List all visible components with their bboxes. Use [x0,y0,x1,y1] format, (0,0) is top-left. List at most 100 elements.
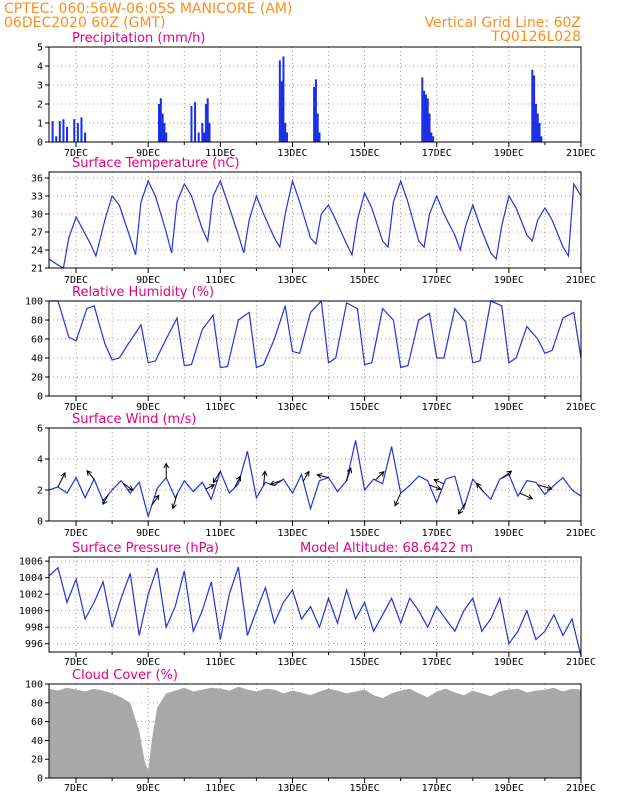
wind-arrow [501,470,512,479]
precip-bar [423,90,426,142]
x-tick-label: 13DEC [277,528,307,539]
precip-bar [280,81,283,142]
rh-series-line [49,299,582,369]
x-tick-label: 13DEC [277,657,307,668]
precip-bar [313,86,316,142]
wind-arrow [151,495,160,506]
x-tick-label: 13DEC [277,402,307,413]
y-tick-label: 33 [31,192,43,203]
x-tick-label: 13DEC [277,275,307,286]
panel-title: Surface Wind (m/s) [72,412,196,427]
x-tick-label: 13DEC [277,783,307,794]
x-tick-label: 7DEC [64,402,88,413]
y-tick-label: 20 [31,755,43,766]
wind-arrow-head [433,478,440,484]
x-tick-label: 11DEC [205,657,235,668]
y-tick-label: 996 [25,639,43,650]
precip-bar [197,132,200,142]
wind-arrow-head [209,484,216,490]
y-tick-label: 1006 [19,557,43,568]
precip-bar [316,113,319,142]
y-tick-label: 60 [31,335,43,346]
panel-frame [48,427,582,522]
precip-bar [278,60,281,142]
y-tick-label: 0 [37,138,43,149]
model-altitude-label: Model Altitude: 68.6422 m [300,541,473,556]
wind-arrow-head [527,494,534,500]
y-tick-label: 4 [37,62,43,73]
x-tick-label: 21DEC [566,783,596,794]
wind-arrow [234,476,241,488]
x-tick-label: 19DEC [494,528,524,539]
precip-bar [204,104,207,142]
y-tick-label: 4 [37,455,43,466]
y-tick-label: 1000 [19,606,43,617]
x-tick-label: 11DEC [205,783,235,794]
x-tick-label: 17DEC [422,783,452,794]
x-tick-label: 19DEC [494,657,524,668]
panel-title: Surface Temperature (nC) [72,156,240,171]
precip-bar [194,102,197,142]
wind-arrow [270,479,282,486]
x-tick-label: 15DEC [350,148,380,159]
wind-arrow-head [154,494,160,501]
wind-arrow [346,467,352,481]
x-tick-label: 7DEC [64,783,88,794]
wind-arrow-head [269,480,276,486]
wind-arrow [429,484,441,490]
precip-bar [426,98,429,142]
wind-arrow-head [102,499,108,506]
wind-arrow-head [378,470,385,477]
precip-bar [190,105,193,142]
y-tick-label: 998 [25,623,43,634]
wind-arrow [317,474,329,479]
precip-bar [80,117,83,142]
precip-bar [66,126,69,142]
x-tick-label: 21DEC [566,148,596,159]
header-location: CPTEC: 060:56W-06:05S MANICORE (AM) [4,1,292,17]
wind-arrow-head [304,470,310,477]
wind-arrow [102,494,109,505]
x-tick-label: 7DEC [64,657,88,668]
panel-title: Relative Humidity (%) [72,285,214,300]
y-tick-label: 0 [37,774,43,785]
wind-arrow-head [235,475,242,482]
y-tick-label: 0 [37,392,43,403]
wind-arrow [57,472,66,488]
precip-bar [531,69,534,142]
panel-title: Cloud Cover (%) [72,668,178,683]
x-tick-label: 11DEC [205,275,235,286]
wind-arrow-head [458,508,464,515]
cloud-cover-area [49,686,581,778]
x-tick-label: 9DEC [136,528,160,539]
wind-arrow-head [346,467,353,474]
x-tick-label: 7DEC [64,528,88,539]
precip-bar [161,113,164,142]
pressure-series-line [48,566,582,657]
y-tick-label: 0 [37,517,43,528]
wind-arrow-head [316,473,323,479]
precip-bar [203,132,206,142]
precip-bar [201,123,204,142]
y-tick-label: 100 [25,297,43,308]
wind-arrow [172,494,178,509]
x-tick-label: 15DEC [350,402,380,413]
x-tick-label: 11DEC [205,528,235,539]
y-tick-label: 30 [31,210,43,221]
x-tick-label: 19DEC [494,148,524,159]
wind-arrow [458,502,467,515]
precip-bar [208,123,211,142]
panel-precip: Precipitation (mm/h) 0 1 2 3 4 5 7DEC 9DEC 11DEC 1… [37,31,596,159]
x-tick-label: 17DEC [422,402,452,413]
wind-arrow-head [127,485,134,491]
x-tick-label: 21DEC [566,528,596,539]
y-tick-label: 80 [31,316,43,327]
wind-arrow [86,470,95,480]
y-tick-label: 3 [37,81,43,92]
wind-arrow [433,479,445,485]
precip-bar [432,136,435,142]
y-tick-label: 24 [31,246,43,257]
panel-temp: Surface Temperature (nC) 21 24 27 30 33 36 7DEC… [31,156,596,286]
x-tick-label: 15DEC [350,528,380,539]
